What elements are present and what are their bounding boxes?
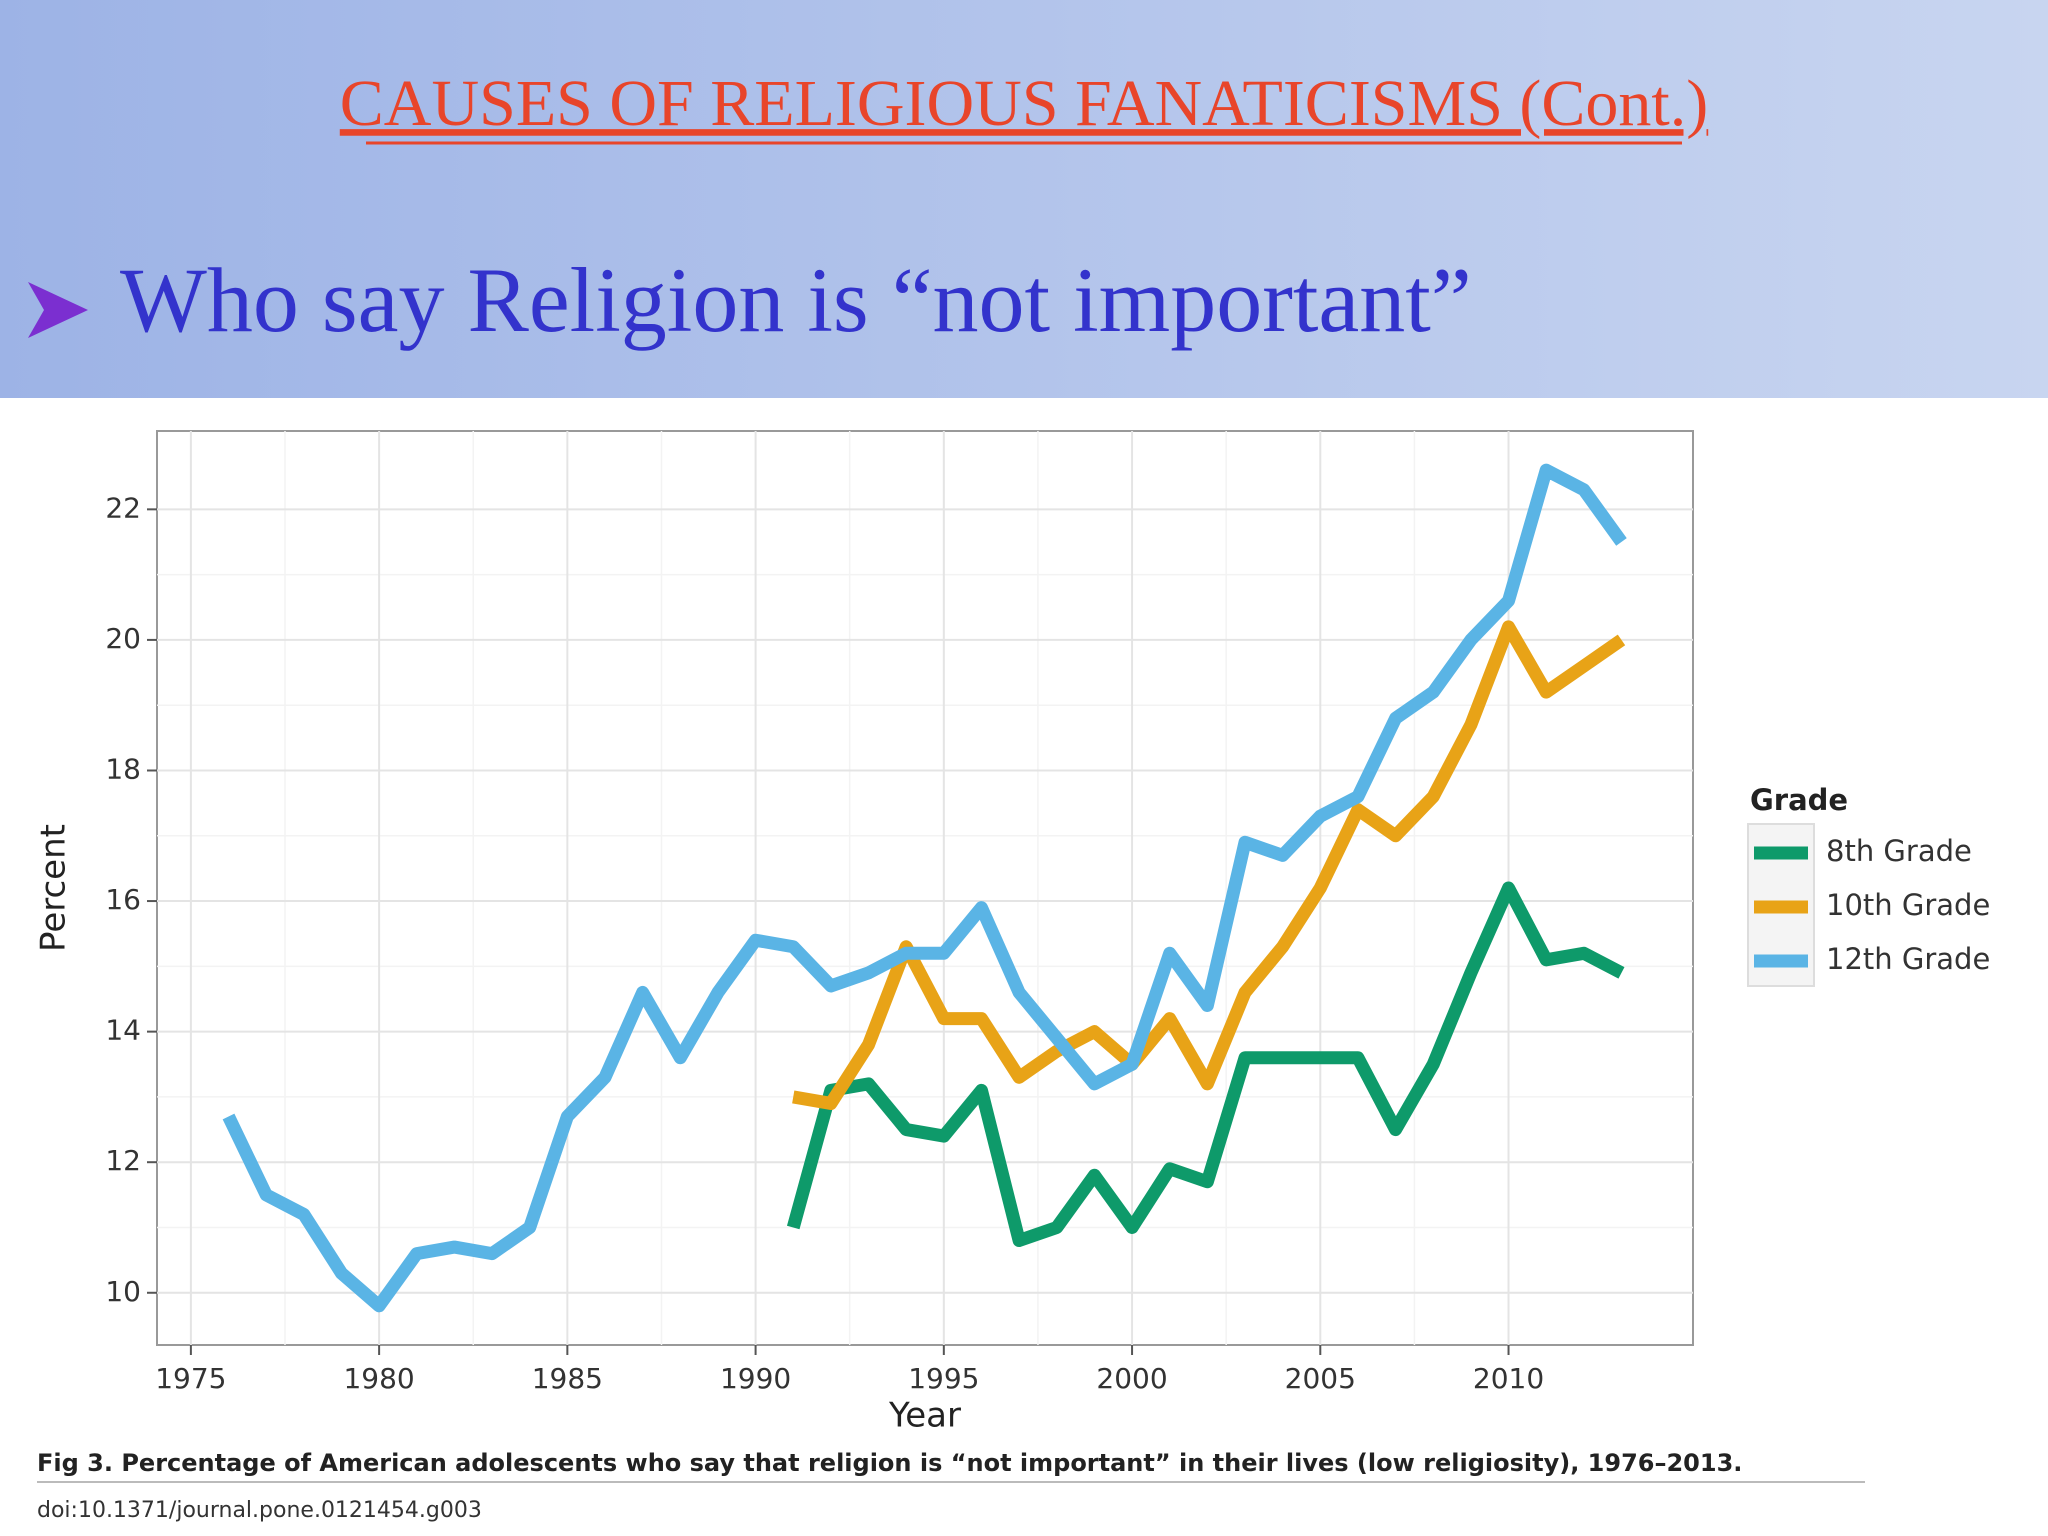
legend-title: Grade — [1750, 783, 1848, 817]
x-tick-label: 2000 — [1096, 1362, 1167, 1395]
x-tick-label: 1980 — [343, 1362, 414, 1395]
slide-title: CAUSES OF RELIGIOUS FANATICISMS (Cont.) — [340, 67, 1708, 140]
y-tick-label: 16 — [105, 883, 141, 916]
x-tick-label: 2005 — [1285, 1362, 1356, 1395]
x-axis-title: Year — [888, 1396, 961, 1436]
doi: doi:10.1371/journal.pone.0121454.g003 — [37, 1498, 482, 1523]
subtitle: Who say Religion is “not important” — [120, 249, 1472, 351]
header-band — [0, 0, 2048, 398]
y-tick-label: 14 — [105, 1014, 141, 1047]
x-tick-label: 1995 — [908, 1362, 979, 1395]
y-tick-label: 10 — [105, 1275, 141, 1308]
y-tick-label: 20 — [105, 622, 141, 655]
x-tick-label: 1975 — [155, 1362, 226, 1395]
plot-area — [156, 430, 1694, 1346]
y-tick-label: 12 — [105, 1144, 141, 1177]
series-line — [792, 620, 1626, 1110]
y-tick-label: 18 — [105, 752, 141, 785]
legend-label: 8th Grade — [1826, 834, 1972, 868]
x-tick-label: 2010 — [1473, 1362, 1544, 1395]
x-tick-label: 1985 — [532, 1362, 603, 1395]
x-tick-label: 1990 — [720, 1362, 791, 1395]
series-line — [786, 881, 1625, 1248]
y-tick-label: 22 — [105, 491, 141, 524]
series-line — [222, 463, 1627, 1313]
bullet — [28, 282, 88, 338]
y-axis-title: Percent — [34, 824, 74, 952]
legend-label: 12th Grade — [1826, 942, 1990, 976]
legend-label: 10th Grade — [1826, 888, 1990, 922]
chart: 10 12 14 16 18 20 22 1975 1980 1985 1990 1995 2000 20… — [34, 430, 1990, 1436]
caption: Fig 3. Percentage of American adolescent… — [37, 1449, 1742, 1477]
